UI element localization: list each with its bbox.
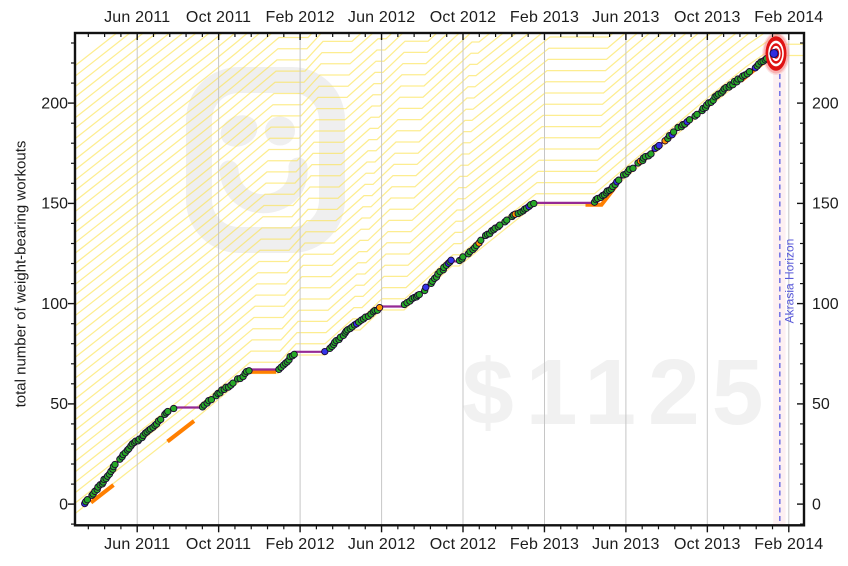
svg-text:$1125: $1125	[462, 340, 775, 444]
svg-text:Oct 2013: Oct 2013	[674, 9, 741, 26]
svg-text:Jun 2013: Jun 2013	[592, 9, 659, 26]
svg-text:Feb 2014: Feb 2014	[754, 536, 823, 553]
svg-text:Feb 2012: Feb 2012	[265, 9, 334, 26]
svg-text:50: 50	[50, 396, 68, 413]
svg-text:Oct 2011: Oct 2011	[186, 9, 251, 26]
svg-text:Feb 2013: Feb 2013	[510, 9, 579, 26]
svg-text:Feb 2013: Feb 2013	[510, 536, 579, 553]
svg-text:Oct 2012: Oct 2012	[430, 536, 497, 553]
svg-text:100: 100	[812, 296, 839, 313]
svg-text:Jun 2011: Jun 2011	[104, 9, 170, 26]
svg-text:150: 150	[812, 196, 839, 213]
svg-text:Feb 2014: Feb 2014	[754, 9, 823, 26]
svg-text:50: 50	[812, 396, 830, 413]
svg-text:Jun 2011: Jun 2011	[104, 536, 170, 553]
svg-text:150: 150	[41, 196, 68, 213]
svg-text:Akrasia Horizon: Akrasia Horizon	[783, 239, 797, 324]
svg-text:100: 100	[41, 296, 68, 313]
svg-text:Oct 2011: Oct 2011	[186, 536, 251, 553]
svg-text:Feb 2012: Feb 2012	[265, 536, 334, 553]
svg-text:total number of weight-bearing: total number of weight-bearing workouts	[13, 141, 30, 408]
svg-text:Oct 2012: Oct 2012	[430, 9, 497, 26]
svg-text:0: 0	[59, 496, 68, 513]
svg-text:Oct 2013: Oct 2013	[674, 536, 741, 553]
svg-text:Jun 2012: Jun 2012	[348, 536, 415, 553]
svg-text:Jun 2013: Jun 2013	[592, 536, 659, 553]
svg-text:200: 200	[812, 95, 839, 112]
svg-text:0: 0	[812, 496, 821, 513]
svg-text:200: 200	[41, 95, 68, 112]
svg-text:Jun 2012: Jun 2012	[348, 9, 415, 26]
